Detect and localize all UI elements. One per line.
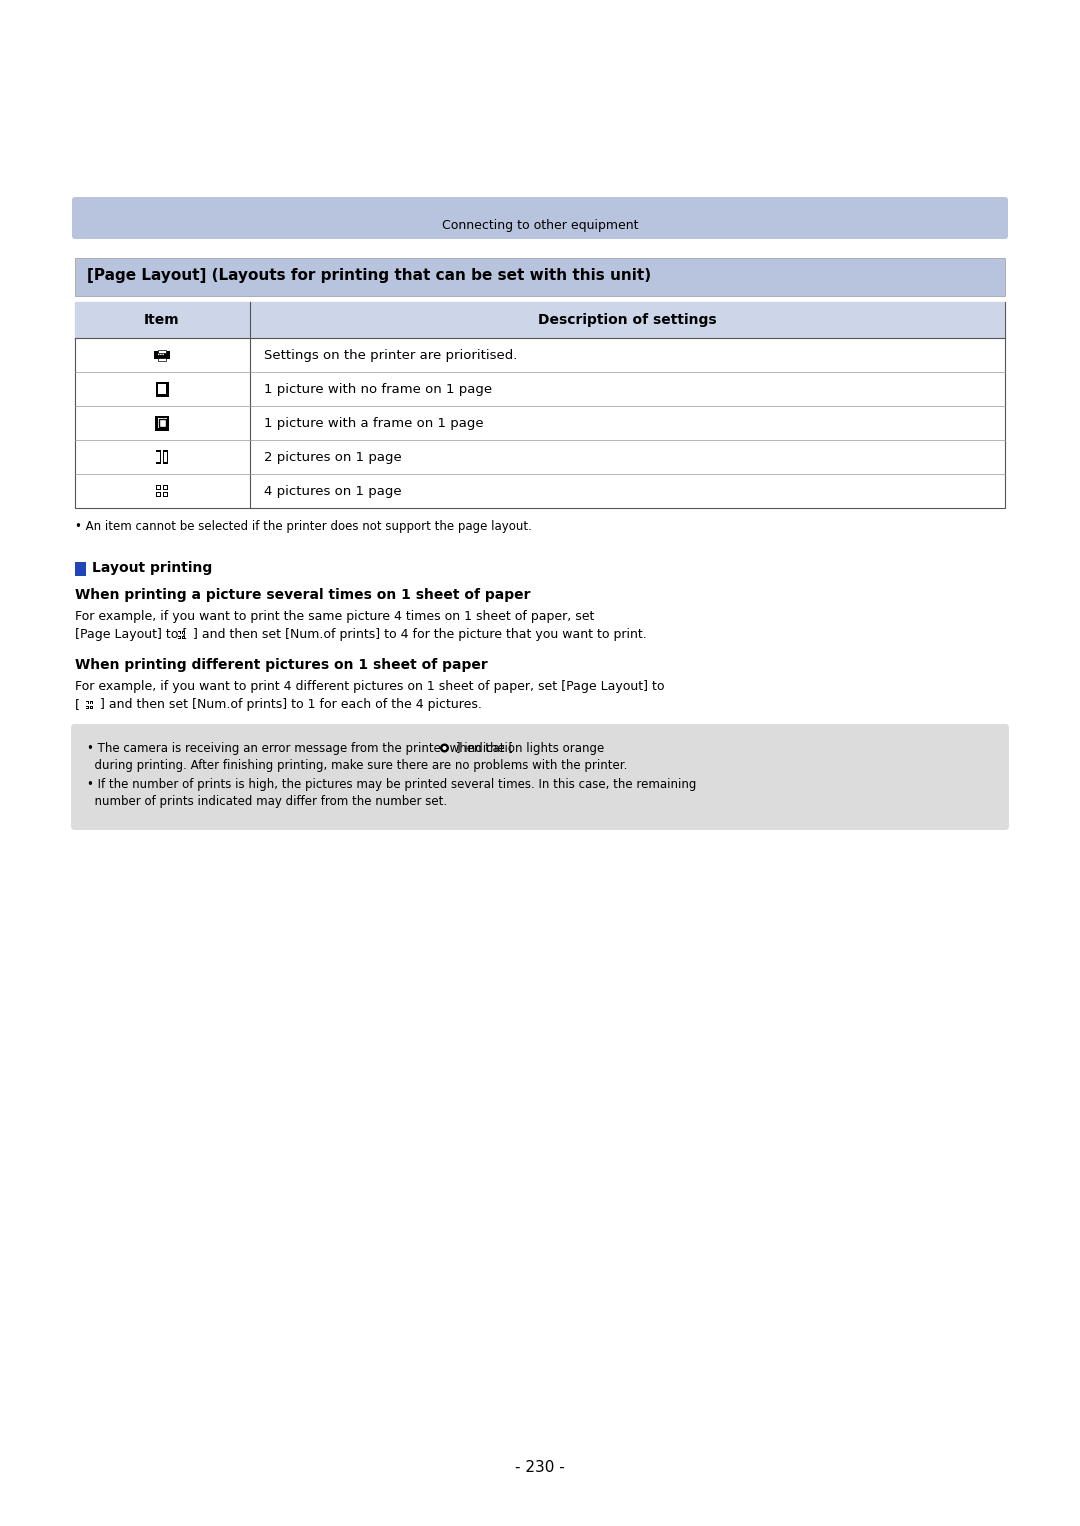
Bar [163, 450, 167, 464]
Bar [163, 493, 167, 497]
Bar [178, 632, 180, 633]
Text: Connecting to other equipment: Connecting to other equipment [442, 218, 638, 232]
Bar [159, 420, 165, 427]
Bar [157, 487, 160, 490]
Text: 4 pictures on 1 page: 4 pictures on 1 page [264, 485, 402, 497]
Bar [163, 493, 166, 496]
FancyBboxPatch shape [71, 723, 1009, 830]
Bar [156, 493, 161, 497]
Bar [163, 487, 166, 490]
Text: ] and then set [Num.of prints] to 1 for each of the 4 pictures.: ] and then set [Num.of prints] to 1 for … [100, 697, 483, 711]
Text: • If the number of prints is high, the pictures may be printed several times. In: • If the number of prints is high, the p… [87, 778, 697, 790]
Bar [85, 702, 89, 705]
Bar [177, 632, 180, 635]
Text: 1 picture with a frame on 1 page: 1 picture with a frame on 1 page [264, 417, 484, 430]
Bar [75, 562, 86, 575]
Bar [75, 302, 1005, 508]
Bar [157, 493, 160, 496]
Circle shape [158, 354, 160, 356]
Bar [163, 452, 167, 462]
Bar [85, 707, 89, 710]
Text: When printing a picture several times on 1 sheet of paper: When printing a picture several times on… [75, 588, 530, 601]
Bar [158, 349, 166, 353]
Text: • An item cannot be selected if the printer does not support the page layout.: • An item cannot be selected if the prin… [75, 520, 531, 533]
Bar [178, 636, 180, 638]
Text: Layout printing: Layout printing [92, 562, 213, 575]
Bar [156, 450, 161, 464]
Bar [183, 636, 185, 638]
Bar [156, 415, 168, 430]
Bar [86, 707, 87, 708]
Bar [183, 636, 185, 639]
FancyBboxPatch shape [72, 197, 1008, 240]
Bar [157, 452, 160, 462]
Bar [163, 485, 167, 490]
Bar [75, 302, 1005, 337]
Text: For example, if you want to print 4 different pictures on 1 sheet of paper, set : For example, if you want to print 4 diff… [75, 681, 664, 693]
Bar [158, 359, 166, 360]
Circle shape [440, 743, 449, 752]
Text: 2 pictures on 1 page: 2 pictures on 1 page [264, 452, 402, 464]
Text: - 230 -: - 230 - [515, 1460, 565, 1476]
Bar [90, 702, 93, 705]
Bar [183, 632, 185, 633]
Text: • The camera is receiving an error message from the printer when the [: • The camera is receiving an error messa… [87, 742, 513, 755]
Text: [Page Layout] (Layouts for printing that can be set with this unit): [Page Layout] (Layouts for printing that… [87, 269, 651, 282]
Bar [158, 385, 166, 394]
Bar [90, 707, 93, 710]
Text: Settings on the printer are prioritised.: Settings on the printer are prioritised. [264, 349, 517, 362]
Bar [156, 485, 161, 490]
Bar [158, 418, 166, 427]
Text: Item: Item [145, 313, 179, 327]
Bar [91, 707, 92, 708]
Text: number of prints indicated may differ from the number set.: number of prints indicated may differ fr… [87, 795, 447, 807]
Bar [86, 702, 87, 703]
Text: When printing different pictures on 1 sheet of paper: When printing different pictures on 1 sh… [75, 658, 488, 671]
Text: For example, if you want to print the same picture 4 times on 1 sheet of paper, : For example, if you want to print the sa… [75, 610, 594, 623]
Text: 1 picture with no frame on 1 page: 1 picture with no frame on 1 page [264, 383, 492, 397]
Circle shape [443, 746, 446, 749]
Text: ] and then set [Num.of prints] to 4 for the picture that you want to print.: ] and then set [Num.of prints] to 4 for … [192, 629, 646, 641]
Text: [: [ [75, 697, 80, 711]
Text: Description of settings: Description of settings [538, 313, 716, 327]
Bar [75, 258, 1005, 296]
Bar [91, 702, 92, 703]
Text: [Page Layout] to [: [Page Layout] to [ [75, 629, 187, 641]
Circle shape [162, 354, 164, 356]
Circle shape [160, 354, 162, 356]
Text: during printing. After finishing printing, make sure there are no problems with : during printing. After finishing printin… [87, 758, 627, 772]
Bar [183, 632, 185, 635]
Bar [156, 382, 168, 397]
Text: ] indication lights orange: ] indication lights orange [457, 742, 605, 755]
Bar [177, 636, 180, 639]
Bar [154, 351, 170, 359]
